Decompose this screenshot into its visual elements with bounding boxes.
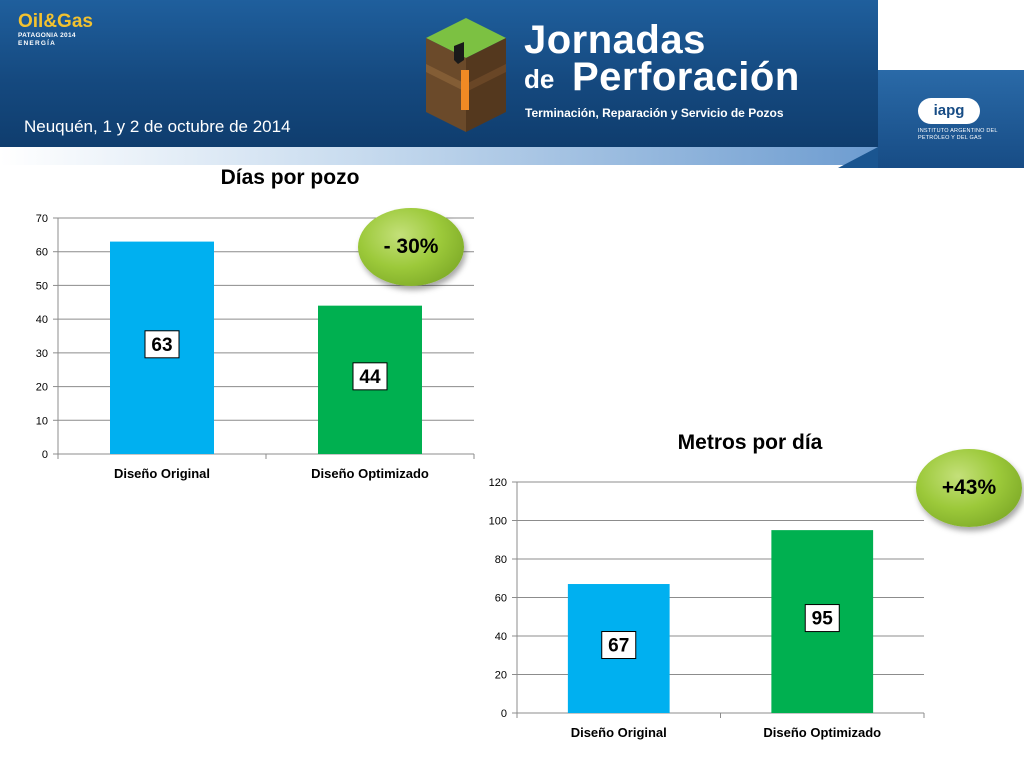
event-title-de: de: [524, 64, 555, 94]
chart2-ytick-label: 0: [501, 708, 507, 720]
place-date: Neuquén, 1 y 2 de octubre de 2014: [24, 117, 291, 136]
chart1-ytick-label: 70: [36, 213, 48, 225]
event-title-line2: Perforación: [572, 55, 800, 99]
chart2-ytick-label: 100: [489, 516, 507, 528]
chart2-ytick-label: 120: [489, 477, 507, 489]
chart1-ytick-label: 40: [36, 314, 48, 326]
chart2-data-label-box: [601, 631, 637, 660]
chart2-title: Metros por día: [677, 431, 823, 454]
chart2-data-label-box: [804, 604, 840, 633]
chart1-data-label: 44: [359, 367, 381, 388]
chart1-title: Días por pozo: [220, 166, 360, 189]
chart1-category-label: Diseño Original: [114, 466, 210, 481]
chart2-change-badge: +43%: [916, 449, 1022, 527]
chart2-data-label: 95: [812, 609, 834, 630]
chart2-category-label: Diseño Optimizado: [763, 725, 881, 740]
event-title-line1: Jornadas: [524, 18, 706, 62]
chart2-ytick-label: 20: [495, 670, 507, 682]
chart1-ytick-label: 30: [36, 348, 48, 360]
chart2-ytick-label: 80: [495, 554, 507, 566]
event-logo-line2: ENERGÍA: [18, 40, 57, 47]
org-logo: iapg: [918, 98, 980, 124]
event-subtitle: Terminación, Reparación y Servicio de Po…: [525, 106, 784, 120]
event-logo: Oil&Gas PATAGONIA 2014 ENERGÍA: [18, 11, 93, 56]
chart2-category-label: Diseño Original: [571, 725, 667, 740]
cube-logo-icon: [426, 18, 506, 132]
chart1-data-label-box: [144, 330, 180, 359]
chart1-data-label-box: [352, 362, 388, 391]
org-name: INSTITUTO ARGENTINO DEL PETRÓLEO Y DEL G…: [918, 128, 998, 141]
chart2-data-label: 67: [608, 636, 629, 657]
header-wedge: [838, 147, 878, 168]
chart1-category-label: Diseño Optimizado: [311, 466, 429, 481]
chart1-change-badge: - 30%: [358, 208, 464, 286]
chart1-ytick-label: 0: [42, 449, 48, 461]
chart2-ytick-label: 40: [495, 631, 507, 643]
chart1-ytick-label: 60: [36, 247, 48, 259]
chart1-ytick-label: 20: [36, 382, 48, 394]
chart1-ytick-label: 10: [36, 415, 48, 427]
event-logo-line1: PATAGONIA 2014: [18, 32, 76, 39]
chart1-data-label: 63: [151, 335, 172, 356]
chart1-ytick-label: 50: [36, 280, 48, 292]
chart2-ytick-label: 60: [495, 593, 507, 605]
header-stripe: [0, 147, 878, 165]
event-logo-main: Oil&Gas: [18, 11, 93, 32]
